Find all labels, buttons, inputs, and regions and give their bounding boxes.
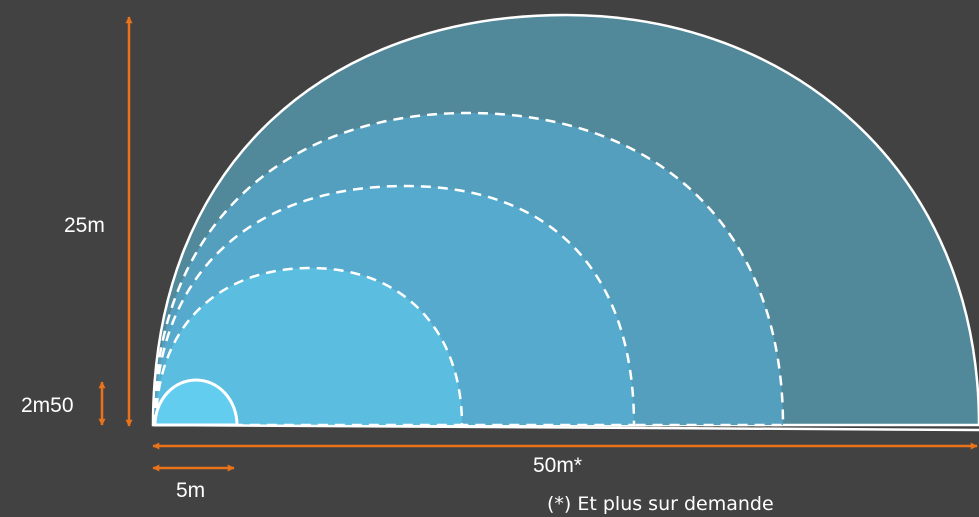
dome-ring-small: [154, 266, 464, 427]
height-large-label: 25m: [64, 214, 105, 237]
footnote-label: (*) Et plus sur demande: [547, 493, 774, 515]
height-small-label: 2m50: [21, 394, 74, 417]
width-small-label: 5m: [176, 479, 205, 502]
width-large-label: 50m*: [533, 454, 582, 477]
dome-base-line: [152, 423, 979, 432]
dome-small-5m: [153, 378, 239, 427]
